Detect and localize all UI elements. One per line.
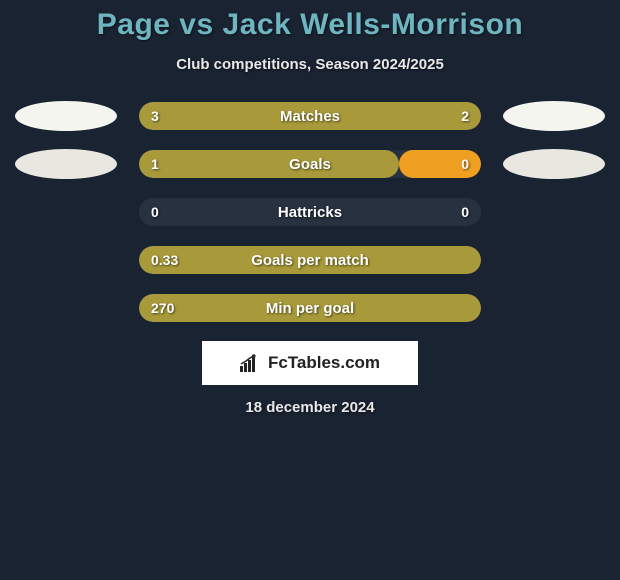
logo-box: FcTables.com [202, 341, 418, 385]
stat-label: Hattricks [139, 198, 481, 226]
stat-label: Matches [139, 102, 481, 130]
stat-row: 0Hattricks0 [0, 197, 620, 227]
right-ellipse [503, 149, 605, 179]
stat-row: 1Goals0 [0, 149, 620, 179]
stat-bar: 1Goals0 [139, 150, 481, 178]
page-title: Page vs Jack Wells-Morrison [0, 8, 620, 42]
stat-rows: 3Matches21Goals00Hattricks00.33Goals per… [0, 101, 620, 323]
date-text: 18 december 2024 [0, 399, 620, 416]
logo-text: FcTables.com [268, 353, 380, 373]
stat-row: 3Matches2 [0, 101, 620, 131]
left-ellipse [15, 101, 117, 131]
stat-row: 0.33Goals per match [0, 245, 620, 275]
subtitle: Club competitions, Season 2024/2025 [0, 56, 620, 73]
right-ellipse [503, 101, 605, 131]
stat-row: 270Min per goal [0, 293, 620, 323]
stat-bar: 3Matches2 [139, 102, 481, 130]
stat-bar: 270Min per goal [139, 294, 481, 322]
stat-label: Goals per match [139, 246, 481, 274]
left-ellipse [15, 149, 117, 179]
stat-bar: 0.33Goals per match [139, 246, 481, 274]
stat-label: Min per goal [139, 294, 481, 322]
stat-label: Goals [139, 150, 481, 178]
stat-right-value: 0 [461, 150, 469, 178]
chart-icon [240, 354, 262, 372]
stat-right-value: 2 [461, 102, 469, 130]
stat-right-value: 0 [461, 198, 469, 226]
stat-bar: 0Hattricks0 [139, 198, 481, 226]
comparison-infographic: Page vs Jack Wells-Morrison Club competi… [0, 0, 620, 416]
